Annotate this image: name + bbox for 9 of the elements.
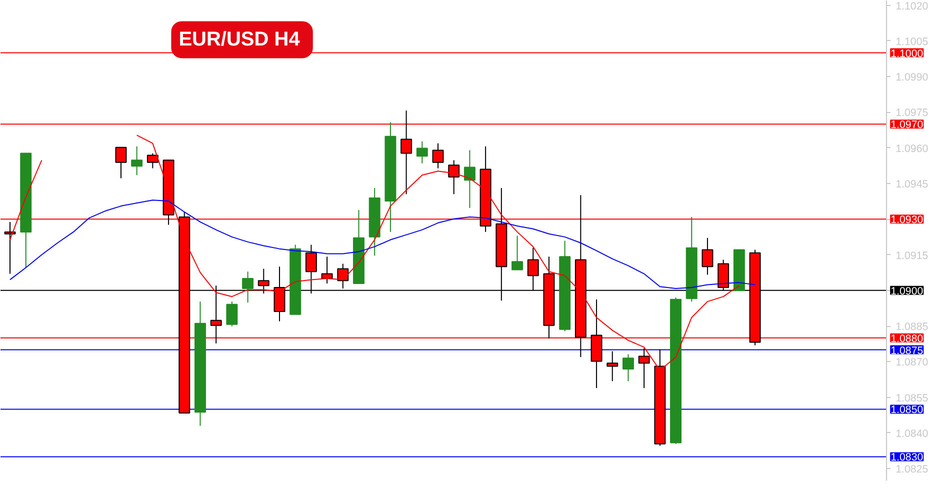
text: EUR/USD H4 bbox=[178, 28, 301, 51]
ref-line-label: 1.0930 bbox=[890, 214, 924, 226]
ref-line-label: 1.0875 bbox=[890, 344, 924, 357]
ref-line-label: 1.0830 bbox=[890, 452, 924, 464]
ref-line-label: 1.0880 bbox=[890, 332, 924, 345]
ref-line-label: 1.0900 bbox=[890, 285, 924, 298]
ref-line-label: 1.1000 bbox=[890, 48, 924, 60]
ref-line-label: 1.0850 bbox=[890, 404, 924, 416]
ref-line-label: 1.0970 bbox=[890, 119, 924, 132]
